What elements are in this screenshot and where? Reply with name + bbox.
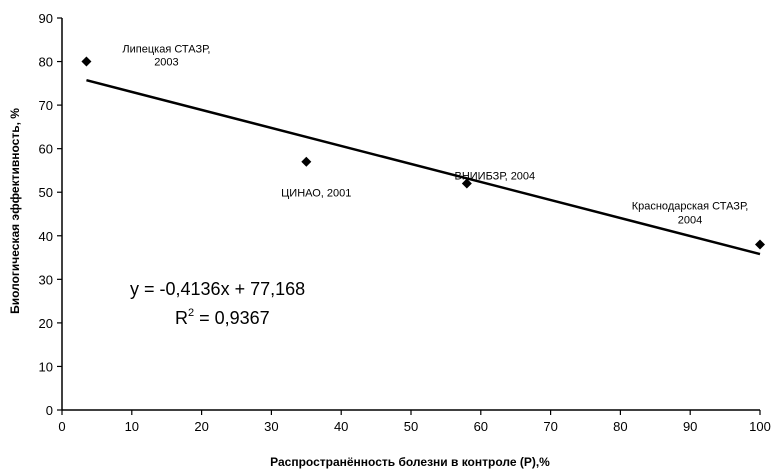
y-tick-label: 40: [39, 229, 53, 244]
data-point: [81, 56, 92, 67]
ticks: [57, 17, 761, 415]
point-label: ВНИИБЗР, 2004: [454, 171, 535, 183]
y-tick-label: 50: [39, 185, 53, 200]
point-label: 2004: [678, 214, 702, 226]
y-axis-title: Биологическая эффективность, %: [8, 108, 22, 314]
markers: [81, 56, 765, 250]
data-point: [301, 156, 312, 167]
y-tick-label: 20: [39, 316, 53, 331]
r-squared: R2 = 0,9367: [175, 307, 270, 328]
x-tick-label: 100: [749, 419, 771, 434]
x-tick-label: 30: [264, 419, 278, 434]
y-tick-label: 70: [39, 98, 53, 113]
tick-labels: 0 10 20 30 40 50 60 70 80 90 100 0 10 20 30 40 50 60 70 80 9…: [39, 11, 771, 434]
x-tick-label: 50: [404, 419, 418, 434]
point-label: 2003: [154, 57, 178, 69]
x-tick-label: 90: [683, 419, 697, 434]
x-tick-label: 80: [613, 419, 627, 434]
point-label: Краснодарская СТАЗР,: [632, 200, 749, 212]
trend-equation: y = -0,4136x + 77,168: [130, 279, 305, 299]
x-tick-label: 10: [125, 419, 139, 434]
axes: [61, 18, 760, 411]
y-tick-label: 30: [39, 272, 53, 287]
annotations: Липецкая СТАЗР,2003 ЦИНАО, 2001 ВНИИБЗР, 2…: [122, 44, 748, 227]
x-tick-label: 70: [543, 419, 557, 434]
r-squared-sup: 2: [188, 307, 194, 319]
r-squared-r: R: [175, 308, 188, 328]
x-tick-label: 0: [58, 419, 65, 434]
y-tick-label: 90: [39, 11, 53, 26]
x-tick-label: 20: [194, 419, 208, 434]
data-point: [461, 178, 472, 189]
x-axis-title: Распространённость болезни в контроле (P…: [270, 455, 550, 469]
trendline: [86, 78, 761, 256]
point-label: Липецкая СТАЗР,: [122, 44, 210, 56]
x-tick-label: 40: [334, 419, 348, 434]
trendline-group: [86, 78, 761, 256]
y-tick-label: 80: [39, 55, 53, 70]
y-tick-label: 0: [46, 403, 53, 418]
y-tick-label: 10: [39, 359, 53, 374]
y-tick-label: 60: [39, 142, 53, 157]
x-tick-label: 60: [474, 419, 488, 434]
data-point: [755, 239, 765, 250]
point-label: ЦИНАО, 2001: [281, 188, 351, 200]
r-squared-value: = 0,9367: [194, 308, 270, 328]
